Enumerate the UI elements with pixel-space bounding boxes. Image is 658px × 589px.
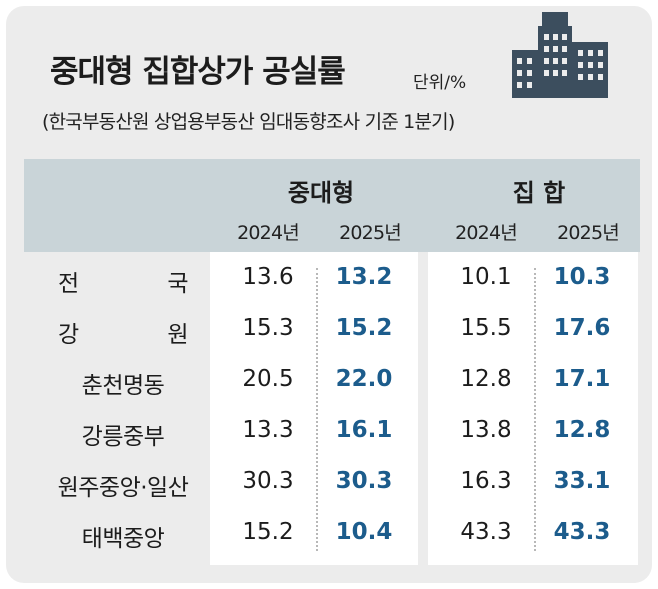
value-2024: 43.3 xyxy=(460,519,512,545)
value-2025: 10.3 xyxy=(553,264,611,290)
value-2024: 12.8 xyxy=(460,366,512,392)
value-2025: 17.1 xyxy=(553,366,611,392)
chart-card: 중대형 집합상가 공실률 단위/% (한국부동산원 상업용부동산 임대동향조사 … xyxy=(6,6,652,583)
value-2024: 20.5 xyxy=(242,366,294,392)
value-2024: 15.2 xyxy=(242,519,294,545)
value-2025: 15.2 xyxy=(335,315,393,341)
value-2024: 13.3 xyxy=(242,417,294,443)
value-2024: 15.3 xyxy=(242,315,294,341)
row-label-part: 전 xyxy=(58,271,79,297)
value-2025: 10.4 xyxy=(335,519,393,545)
row-label: 춘천명동 xyxy=(81,373,165,399)
unit-label: 단위/% xyxy=(413,73,467,93)
value-2024: 10.1 xyxy=(460,264,512,290)
group-header-large: 중대형 xyxy=(287,179,355,207)
row-label-part: 강 xyxy=(58,322,79,348)
value-2024: 30.3 xyxy=(242,468,294,494)
value-2025: 16.1 xyxy=(335,417,393,443)
value-2024: 13.8 xyxy=(460,417,512,443)
value-2025: 30.3 xyxy=(335,468,393,494)
year-header: 2024년 xyxy=(237,222,300,244)
row-label: 강릉중부 xyxy=(81,424,165,450)
chart-title: 중대형 집합상가 공실률 xyxy=(50,54,346,90)
value-2025: 17.6 xyxy=(553,315,611,341)
year-header: 2025년 xyxy=(339,222,402,244)
value-2024: 16.3 xyxy=(460,468,512,494)
table-header-band xyxy=(24,159,640,252)
value-2024: 15.5 xyxy=(460,315,512,341)
row-label-part: 국 xyxy=(167,271,188,297)
value-2025: 12.8 xyxy=(553,417,611,443)
column-divider xyxy=(534,268,536,551)
chart-subtitle: (한국부동산원 상업용부동산 임대동향조사 기준 1분기) xyxy=(42,111,455,133)
panel-aggregate xyxy=(428,252,638,565)
value-2024: 13.6 xyxy=(242,264,294,290)
panel-large xyxy=(210,252,418,565)
year-header: 2025년 xyxy=(557,222,620,244)
value-2025: 13.2 xyxy=(335,264,393,290)
office-building-icon xyxy=(512,12,608,98)
value-2025: 33.1 xyxy=(553,468,611,494)
group-header-aggregate: 집 합 xyxy=(512,179,566,207)
value-2025: 22.0 xyxy=(335,366,393,392)
year-header: 2024년 xyxy=(455,222,518,244)
row-label: 원주중앙·일산 xyxy=(57,475,189,501)
row-label-part: 원 xyxy=(167,322,188,348)
value-2025: 43.3 xyxy=(553,519,611,545)
column-divider xyxy=(316,268,318,551)
row-label: 태백중앙 xyxy=(81,526,165,552)
